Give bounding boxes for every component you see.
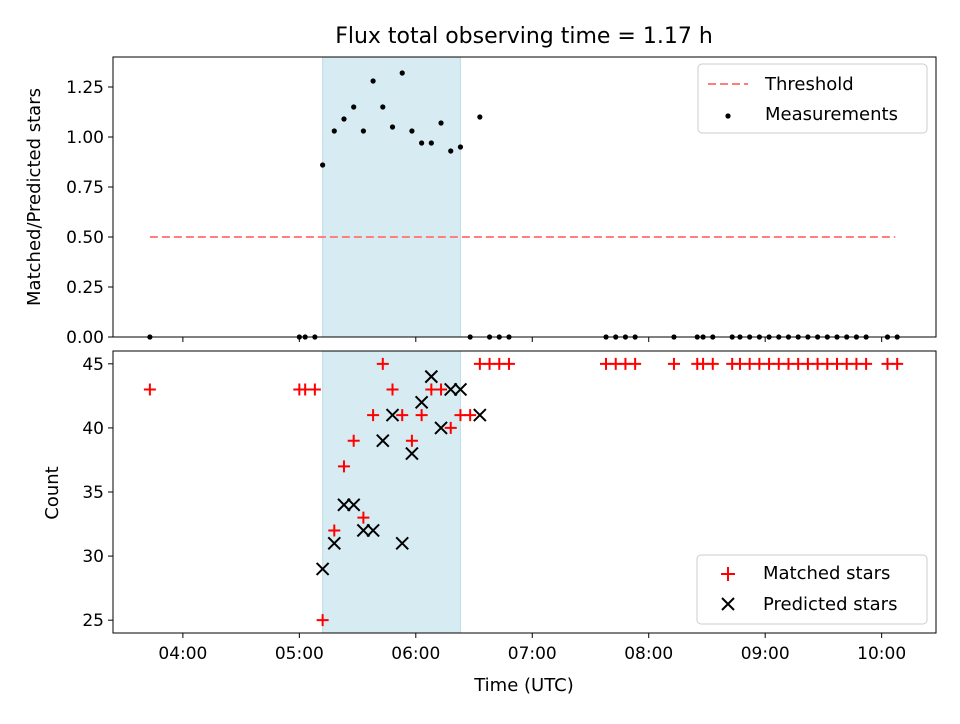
measurements-point <box>331 128 337 134</box>
matched-stars-point <box>435 383 448 396</box>
predicted-stars-point <box>337 498 351 512</box>
measurements-point <box>438 120 444 126</box>
measurements-point <box>399 70 405 76</box>
predicted-stars-point <box>444 382 458 397</box>
ratio-ytick-label: 0.75 <box>66 178 104 198</box>
matched-stars-point <box>328 524 341 537</box>
matched-stars-point <box>316 614 329 627</box>
counts-xtick-label: 05:00 <box>275 644 324 664</box>
predicted-stars-point <box>395 536 409 550</box>
legend-matched-label: Matched stars <box>763 563 890 584</box>
legend-predicted-label: Predicted stars <box>763 594 897 615</box>
measurements-point <box>448 148 454 154</box>
ratio-ytick-label: 1.00 <box>66 128 104 148</box>
panel-counts-xlabel: Time (UTC) <box>473 675 574 696</box>
legend-bottom-box <box>696 554 928 625</box>
predicted-stars-point <box>376 434 390 448</box>
matched-stars-point <box>629 357 642 370</box>
measurements-point <box>409 128 415 134</box>
ratio-ytick-label: 0.00 <box>66 328 104 348</box>
measurements-point <box>419 140 425 146</box>
measurements-point <box>380 104 386 110</box>
predicted-stars-point <box>405 446 419 461</box>
measurements-point <box>320 162 326 168</box>
matched-stars-point <box>860 357 873 370</box>
matched-stars-point <box>415 409 428 422</box>
matched-stars-point <box>386 383 399 396</box>
panel-ratio-marks <box>147 70 900 340</box>
predicted-stars-point <box>346 498 361 512</box>
counts-ytick-label: 25 <box>82 611 104 631</box>
matched-stars-point <box>337 460 350 473</box>
counts-ytick-label: 45 <box>82 355 104 375</box>
panel-ratio: 0.00 0.25 0.50 0.75 1.00 1.25 Matched/Predict… <box>24 56 937 348</box>
predicted-stars-point <box>315 562 330 576</box>
legend-predicted-swatch <box>721 597 735 611</box>
measurements-point <box>389 124 396 130</box>
panel-ratio-frame <box>112 56 937 338</box>
legend-measurements-swatch <box>725 113 731 119</box>
matched-stars-point <box>396 409 409 422</box>
panel-counts-axes: 25 30 35 40 45 04:00 05:00 06:00 07:00 08:00 09:00… <box>82 355 906 664</box>
legend-threshold-label: Threshold <box>764 74 854 95</box>
predicted-stars-point <box>473 408 487 422</box>
counts-xtick-label: 09:00 <box>741 644 790 664</box>
legend-matched-swatch <box>721 567 735 581</box>
matched-stars-point <box>444 421 457 434</box>
matched-stars-point <box>706 357 719 370</box>
ratio-ytick-label: 1.25 <box>66 78 104 98</box>
legend-measurements-label: Measurements <box>765 104 898 125</box>
measurements-point <box>428 140 434 146</box>
matched-stars-point <box>891 357 904 370</box>
counts-xtick-label: 04:00 <box>158 644 207 664</box>
measurements-point <box>360 128 366 134</box>
counts-ytick-label: 40 <box>82 419 104 439</box>
predicted-stars-point <box>424 369 439 384</box>
matched-stars-point <box>308 383 321 396</box>
matched-stars-point <box>502 357 515 370</box>
measurements-point <box>457 144 464 150</box>
measurements-point <box>477 114 483 120</box>
matched-stars-point <box>464 409 477 422</box>
predicted-stars-point <box>327 536 341 550</box>
legend-top-box <box>697 63 928 134</box>
matched-stars-point <box>357 511 370 524</box>
ratio-ytick-label: 0.50 <box>66 228 104 248</box>
panel-ratio-axes: 0.00 0.25 0.50 0.75 1.00 1.25 <box>66 78 883 348</box>
panel-counts-ylabel: Count <box>42 466 63 519</box>
measurements-point <box>351 104 357 110</box>
measurements-point <box>341 116 347 122</box>
predicted-stars-point <box>414 395 429 409</box>
panel-counts-marks <box>143 357 904 627</box>
counts-ytick-label: 30 <box>82 547 104 567</box>
matched-stars-point <box>376 357 389 370</box>
panel-ratio-shaded-interval <box>322 56 461 338</box>
matched-stars-point <box>143 383 156 396</box>
panel-ratio-ylabel: Matched/Predicted stars <box>24 88 45 306</box>
counts-ytick-label: 35 <box>82 483 104 503</box>
panel-counts: 25 30 35 40 45 04:00 05:00 06:00 07:00 08:00 09:00… <box>42 350 937 696</box>
counts-xtick-label: 08:00 <box>624 644 673 664</box>
predicted-stars-point <box>366 523 380 538</box>
matched-stars-point <box>667 357 680 370</box>
measurements-point <box>370 78 376 84</box>
counts-xtick-label: 06:00 <box>391 644 440 664</box>
ratio-ytick-label: 0.25 <box>66 278 104 298</box>
legend-bottom: Matched stars Predicted stars <box>696 554 928 625</box>
predicted-stars-point <box>356 523 371 538</box>
matched-stars-point <box>405 434 418 447</box>
matched-stars-point <box>347 434 360 447</box>
predicted-stars-point <box>385 408 400 422</box>
matched-stars-point <box>367 409 380 422</box>
predicted-stars-point <box>453 382 468 397</box>
legend-top: Threshold Measurements <box>697 63 928 134</box>
counts-xtick-label: 07:00 <box>508 644 557 664</box>
chart-title: Flux total observing time = 1.17 h <box>335 24 713 49</box>
predicted-stars-point <box>434 421 448 435</box>
panel-counts-shaded-interval <box>322 350 461 634</box>
counts-xtick-label: 10:00 <box>857 644 906 664</box>
